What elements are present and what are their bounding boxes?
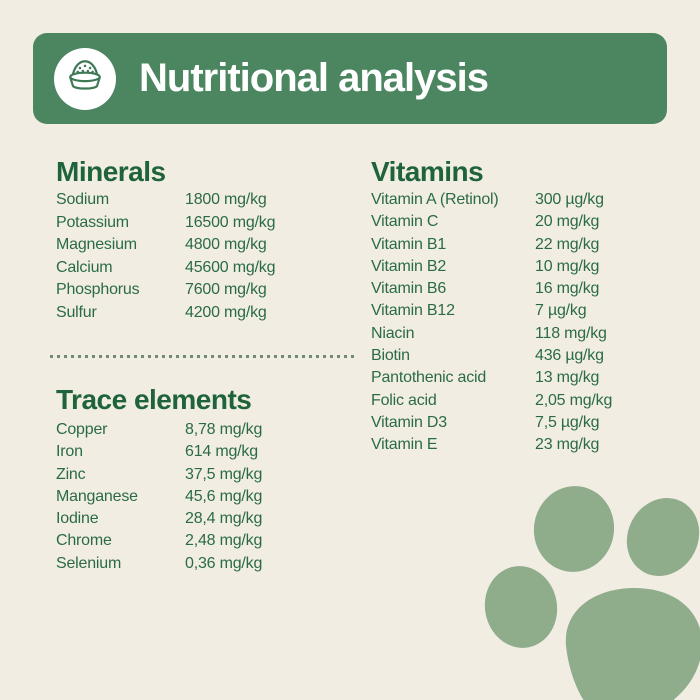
row-label: Calcium — [56, 258, 113, 276]
row-value: 8,78 mg/kg — [185, 421, 263, 438]
row-value: 10 mg/kg — [535, 257, 600, 275]
minerals-heading: Minerals — [56, 156, 166, 187]
page-title: Nutritional analysis — [139, 56, 489, 100]
row-label: Vitamin B1 — [371, 235, 447, 253]
table-row: Vitamin B6 16 mg/kg — [371, 280, 686, 302]
table-row: Folic acid 2,05 mg/kg — [371, 392, 686, 414]
row-value: 614 mg/kg — [185, 443, 258, 461]
row-value: 118 mg/kg — [535, 324, 607, 342]
row-label: Selenium — [56, 554, 122, 572]
table-row: Vitamin A (Retinol) 300 µg/kg — [371, 191, 686, 213]
vitamins-table: Vitamin A (Retinol) 300 µg/kg Vitamin C 20 … — [371, 191, 686, 459]
header-banner: Nutritional analysis — [33, 33, 667, 124]
row-value: 28,4 mg/kg — [185, 510, 263, 528]
table-row: Potassium 16500 mg/kg — [56, 214, 356, 237]
table-row: Vitamin C 20 mg/kg — [371, 213, 686, 235]
vitamins-heading: Vitamins — [371, 156, 484, 187]
table-row: Phosphorus 7600 mg/kg — [56, 281, 356, 304]
table-row: Vitamin E 23 mg/kg — [371, 436, 686, 458]
table-row: Pantothenic acid 13 mg/kg — [371, 369, 686, 391]
vitamins-section: Vitamins Vitamin A (Retinol) 300 µg/kg Vit… — [371, 156, 686, 459]
row-value: 2,05 mg/kg — [535, 391, 613, 409]
row-label: Iodine — [56, 510, 99, 528]
row-value: 7,5 µg/kg — [535, 413, 600, 431]
row-value: 45600 mg/kg — [185, 258, 276, 276]
table-row: Sulfur 4200 mg/kg — [56, 304, 356, 327]
food-bowl-icon — [54, 47, 116, 110]
row-value: 13 mg/kg — [535, 369, 600, 387]
row-label: Folic acid — [371, 391, 437, 409]
table-row: Chrome 2,48 mg/kg — [56, 532, 356, 554]
row-label: Sulfur — [56, 303, 97, 321]
row-value: 4800 mg/kg — [185, 236, 267, 253]
minerals-section: Minerals Sodium 1800 mg/kg Potassium 16500 … — [56, 156, 356, 326]
table-row: Calcium 45600 mg/kg — [56, 259, 356, 282]
row-value: 45,6 mg/kg — [185, 487, 263, 505]
table-row: Vitamin D3 7,5 µg/kg — [371, 414, 686, 436]
row-label: Potassium — [56, 213, 129, 231]
minerals-table: Sodium 1800 mg/kg Potassium 16500 mg/kg Magn… — [56, 191, 356, 326]
row-label: Zinc — [56, 465, 86, 483]
row-label: Iron — [56, 443, 83, 461]
row-value: 0,36 mg/kg — [185, 554, 263, 572]
row-value: 2,48 mg/kg — [185, 532, 263, 550]
trace-elements-table: Copper 8,78 mg/kg Iron 614 mg/kg Zinc 37,5 mg… — [56, 421, 356, 577]
row-value: 16500 mg/kg — [185, 213, 276, 231]
table-row: Vitamin B12 7 µg/kg — [371, 302, 686, 324]
row-label: Phosphorus — [56, 281, 140, 298]
row-label: Vitamin A (Retinol) — [371, 191, 499, 208]
row-value: 1800 mg/kg — [185, 191, 267, 208]
row-label: Chrome — [56, 532, 112, 550]
row-value: 20 mg/kg — [535, 213, 600, 231]
table-row: Sodium 1800 mg/kg — [56, 191, 356, 214]
row-value: 16 mg/kg — [535, 280, 600, 298]
row-label: Manganese — [56, 487, 138, 505]
table-row: Vitamin B1 22 mg/kg — [371, 236, 686, 258]
table-row: Manganese 45,6 mg/kg — [56, 488, 356, 510]
row-label: Vitamin C — [371, 213, 439, 231]
table-row: Selenium 0,36 mg/kg — [56, 555, 356, 577]
row-label: Pantothenic acid — [371, 369, 487, 387]
table-row: Magnesium 4800 mg/kg — [56, 236, 356, 259]
table-row: Iodine 28,4 mg/kg — [56, 510, 356, 532]
row-value: 7 µg/kg — [535, 302, 587, 320]
row-label: Vitamin B2 — [371, 257, 447, 275]
trace-elements-section: Trace elements Copper 8,78 mg/kg Iron 614 m… — [56, 384, 356, 577]
row-value: 37,5 mg/kg — [185, 465, 263, 483]
row-value: 22 mg/kg — [535, 235, 600, 253]
row-label: Magnesium — [56, 236, 137, 253]
table-row: Biotin 436 µg/kg — [371, 347, 686, 369]
row-value: 436 µg/kg — [535, 347, 604, 365]
table-row: Niacin 118 mg/kg — [371, 325, 686, 347]
row-value: 4200 mg/kg — [185, 303, 267, 321]
row-label: Vitamin B12 — [371, 302, 455, 320]
trace-elements-heading: Trace elements — [56, 384, 252, 415]
paw-print-icon — [484, 486, 700, 700]
dotted-divider — [50, 355, 356, 358]
row-label: Copper — [56, 421, 108, 438]
table-row: Zinc 37,5 mg/kg — [56, 466, 356, 488]
row-label: Sodium — [56, 191, 110, 208]
row-value: 23 mg/kg — [535, 436, 600, 454]
row-label: Niacin — [371, 324, 415, 342]
row-label: Vitamin D3 — [371, 413, 447, 431]
row-value: 300 µg/kg — [535, 191, 604, 208]
row-label: Vitamin B6 — [371, 280, 447, 298]
table-row: Iron 614 mg/kg — [56, 443, 356, 465]
row-label: Vitamin E — [371, 436, 438, 454]
row-label: Biotin — [371, 347, 410, 365]
row-value: 7600 mg/kg — [185, 281, 267, 298]
table-row: Copper 8,78 mg/kg — [56, 421, 356, 443]
table-row: Vitamin B2 10 mg/kg — [371, 258, 686, 280]
